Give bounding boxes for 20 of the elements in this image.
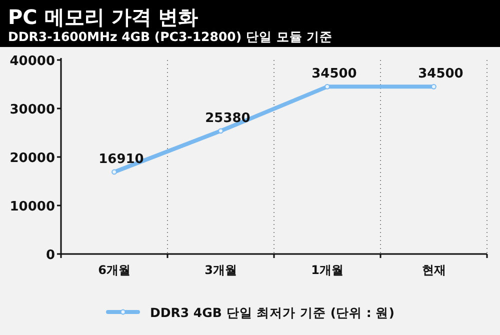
- y-tick-label: 20000: [10, 151, 55, 166]
- data-label: 16910: [98, 152, 144, 167]
- point: [324, 84, 330, 90]
- point: [431, 84, 436, 90]
- point: [218, 128, 224, 134]
- data-label: 34500: [312, 66, 357, 82]
- y-tick-label: 40000: [10, 54, 55, 69]
- x-tick-label: 3개월: [204, 263, 237, 277]
- y-tick-label: 30000: [10, 102, 55, 118]
- x-tick-label: 현재: [422, 263, 446, 277]
- y-tick-label: 10000: [10, 200, 55, 214]
- point: [112, 169, 117, 175]
- x-tick-label: 1개월: [311, 263, 344, 277]
- x-tick-label: 6개월: [98, 263, 130, 277]
- chart-title: PC 메모리 가격 변화: [8, 5, 198, 29]
- data-label: 25380: [205, 110, 250, 126]
- legend-label: DDR3 4GB 단일 최저가 기준 (단위 : 원): [150, 305, 394, 320]
- chart-subtitle: DDR3-1600MHz 4GB (PC3-12800) 단일 모듈 기준: [8, 29, 333, 44]
- y-tick-label: 0: [46, 248, 55, 263]
- data-label: 34500: [418, 66, 464, 82]
